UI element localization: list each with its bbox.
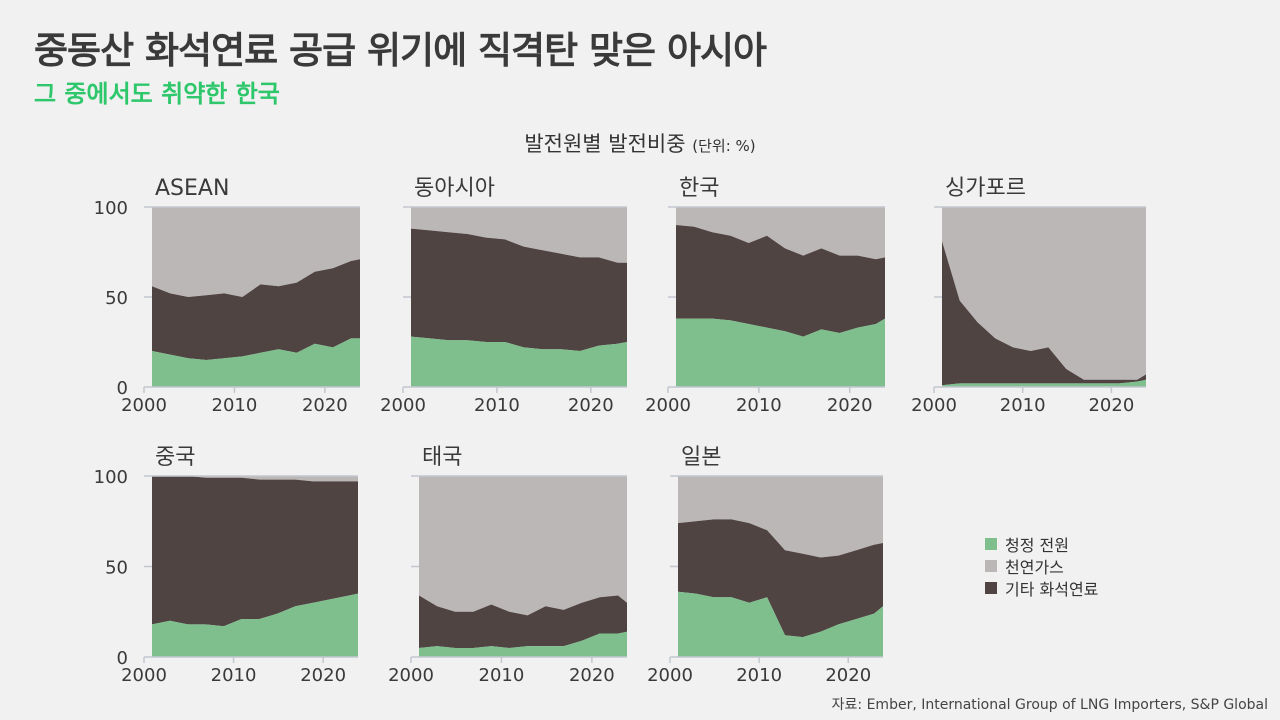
panel-title: 중국: [155, 445, 195, 470]
panel-4: 중국 2000 2010 2020 0 50 100: [94, 445, 358, 686]
area-clean: [676, 318, 885, 387]
x-tick-label: 2010: [1000, 395, 1046, 416]
area-clean: [419, 631, 627, 657]
area-other-fossil: [152, 476, 358, 627]
source-note: 자료: Ember, International Group of LNG Im…: [831, 697, 1268, 713]
area-gas: [411, 207, 627, 263]
legend: 청정 전원 천연가스 기타 화석연료: [985, 533, 1098, 599]
x-tick-label: 2020: [569, 665, 615, 686]
area-other-fossil: [152, 259, 360, 360]
legend-swatch-clean: [985, 538, 997, 550]
panel-title: 동아시아: [414, 176, 495, 201]
area-gas: [419, 476, 627, 616]
legend-item-other-fossil: 기타 화석연료: [985, 577, 1098, 599]
x-tick-label: 2000: [647, 665, 693, 686]
area-other-fossil: [411, 228, 627, 351]
area-clean: [152, 593, 358, 657]
x-tick-label: 2010: [736, 665, 782, 686]
y-tick-label: 0: [117, 648, 128, 669]
area-gas: [678, 476, 883, 558]
x-tick-label: 2010: [212, 395, 258, 416]
panel-title: 일본: [681, 445, 721, 470]
panel-0: ASEAN 2000 2010 2020 0 50 100: [94, 176, 360, 416]
x-tick-label: 2020: [825, 665, 871, 686]
area-gas: [676, 207, 885, 260]
x-tick-label: 2010: [736, 395, 782, 416]
area-clean: [411, 336, 627, 387]
legend-swatch-other-fossil: [985, 582, 997, 594]
x-tick-label: 2010: [479, 665, 525, 686]
x-tick-label: 2020: [300, 665, 346, 686]
legend-label: 천연가스: [1005, 558, 1064, 577]
legend-item-gas: 천연가스: [985, 555, 1098, 577]
area-gas: [152, 207, 360, 297]
x-tick-label: 2010: [211, 665, 257, 686]
x-tick-label: 2020: [827, 395, 873, 416]
panel-3: 싱가포르 2000 2010 2020: [911, 176, 1146, 416]
area-gas: [942, 207, 1146, 380]
panel-1: 동아시아 2000 2010 2020: [380, 176, 627, 416]
y-tick-label: 100: [94, 467, 128, 488]
x-tick-label: 2020: [568, 395, 614, 416]
page-title: 중동산 화석연료 공급 위기에 직격탄 맞은 아시아: [34, 29, 767, 72]
area-other-fossil: [419, 595, 627, 648]
chart-title: 발전원별 발전비중: [524, 132, 686, 156]
x-tick-label: 2000: [121, 665, 167, 686]
legend-item-clean: 청정 전원: [985, 533, 1098, 555]
panel-title: 태국: [422, 445, 462, 470]
panel-5: 태국 2000 2010 2020: [388, 445, 627, 686]
chart-title-row: 발전원별 발전비중 (단위: %): [0, 128, 1280, 158]
area-gas: [152, 476, 358, 482]
panel-2: 한국 2000 2010 2020: [645, 176, 885, 416]
page-subtitle: 그 중에서도 취약한 한국: [34, 80, 280, 108]
area-clean: [942, 379, 1146, 387]
x-tick-label: 2000: [121, 395, 167, 416]
panel-6: 일본 2000 2010 2020: [647, 445, 883, 686]
x-tick-label: 2000: [388, 665, 434, 686]
chart-unit: (단위: %): [692, 137, 756, 155]
area-other-fossil: [942, 241, 1146, 386]
panel-title: ASEAN: [155, 176, 229, 201]
area-clean: [678, 591, 883, 657]
area-clean: [152, 338, 360, 387]
x-tick-label: 2000: [911, 395, 957, 416]
y-tick-label: 0: [117, 378, 128, 399]
legend-label: 기타 화석연료: [1005, 580, 1099, 599]
area-other-fossil: [678, 519, 883, 638]
legend-label: 청정 전원: [1005, 536, 1069, 555]
x-tick-label: 2020: [1088, 395, 1134, 416]
x-tick-label: 2000: [645, 395, 691, 416]
y-tick-label: 50: [105, 288, 128, 309]
x-tick-label: 2000: [380, 395, 426, 416]
y-tick-label: 100: [94, 198, 128, 219]
y-tick-label: 50: [105, 558, 128, 579]
legend-swatch-gas: [985, 560, 997, 572]
panel-title: 싱가포르: [945, 176, 1026, 201]
panel-title: 한국: [679, 176, 719, 201]
x-tick-label: 2010: [474, 395, 520, 416]
x-tick-label: 2020: [302, 395, 348, 416]
area-other-fossil: [676, 225, 885, 337]
